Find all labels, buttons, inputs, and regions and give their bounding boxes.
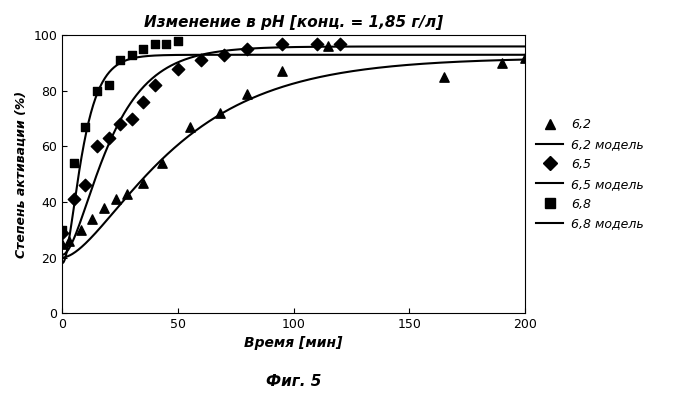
Point <box>172 38 183 44</box>
Point <box>312 40 323 47</box>
Point <box>80 182 91 189</box>
Point <box>110 196 121 202</box>
Point <box>241 90 253 97</box>
Point <box>335 40 346 47</box>
Point <box>103 135 114 141</box>
Point <box>276 40 288 47</box>
Point <box>122 191 133 197</box>
Point <box>57 227 68 233</box>
Point <box>519 54 531 61</box>
Point <box>323 43 334 50</box>
Point <box>57 241 68 247</box>
Point <box>103 82 114 88</box>
Point <box>195 57 206 64</box>
Point <box>149 40 160 47</box>
Text: Фиг. 5: Фиг. 5 <box>266 374 322 389</box>
Point <box>241 46 253 52</box>
Point <box>57 230 68 236</box>
Point <box>218 51 230 58</box>
Point <box>69 196 80 202</box>
Point <box>172 66 183 72</box>
Point <box>438 74 449 80</box>
Point <box>138 99 149 105</box>
Point <box>115 121 126 127</box>
Point <box>69 160 80 166</box>
Point <box>156 160 167 166</box>
Y-axis label: Степень активации (%): Степень активации (%) <box>15 91 28 258</box>
Title: Изменение в pH [конц. = 1,85 г/л]: Изменение в pH [конц. = 1,85 г/л] <box>144 15 443 30</box>
Point <box>98 204 109 211</box>
Point <box>75 227 86 233</box>
Point <box>214 110 225 116</box>
Point <box>138 179 149 185</box>
Point <box>126 51 137 58</box>
Point <box>496 60 507 66</box>
Point <box>92 143 103 150</box>
Point <box>87 215 98 222</box>
X-axis label: Время [мин]: Время [мин] <box>244 336 343 351</box>
Point <box>92 88 103 94</box>
Point <box>80 124 91 130</box>
Point <box>276 68 288 75</box>
Point <box>149 82 160 88</box>
Point <box>115 57 126 64</box>
Point <box>126 116 137 122</box>
Point <box>64 238 75 244</box>
Legend: 6,2, 6,2 модель, 6,5, 6,5 модель, 6,8, 6,8 модель: 6,2, 6,2 модель, 6,5, 6,5 модель, 6,8, 6… <box>536 118 643 230</box>
Point <box>138 46 149 52</box>
Point <box>184 124 195 130</box>
Point <box>161 40 172 47</box>
